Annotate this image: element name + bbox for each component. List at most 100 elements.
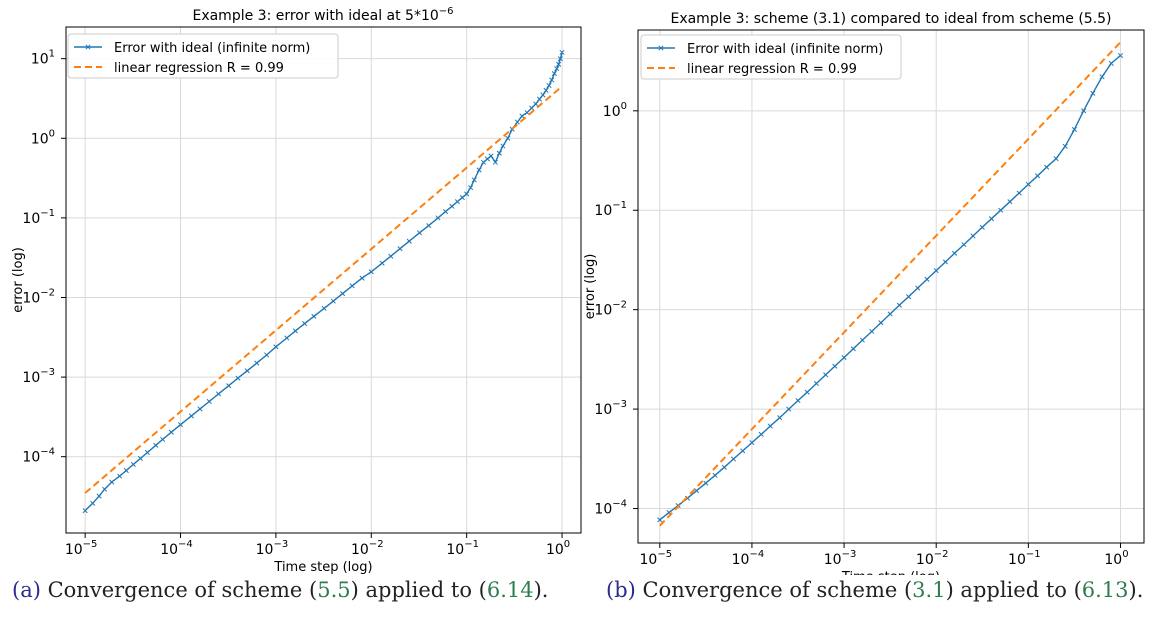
error-point-marker: [951, 250, 958, 256]
x-axis-label: Time step (log): [841, 570, 940, 575]
error-point-marker: [397, 246, 403, 252]
caption-a-ref-2[interactable]: 6.14: [486, 578, 534, 602]
x-tick-exponent: −3: [273, 539, 288, 550]
chart-title-text: Example 3: scheme (3.1) compared to idea…: [670, 11, 1111, 27]
error-point-marker: [887, 311, 893, 317]
x-tick-base: 10: [160, 542, 178, 558]
error-point-marker: [933, 268, 939, 274]
error-point-marker: [554, 66, 560, 72]
x-tick-label: 100: [1104, 549, 1128, 568]
error-point-marker: [197, 406, 203, 412]
error-point-marker: [388, 253, 394, 259]
error-point-marker: [90, 500, 96, 506]
x-tick-exponent: −1: [1026, 549, 1041, 560]
chart-b: 10−5 10−4 10−3 10−2 10−1 10010−410−310−210−11…: [583, 11, 1145, 575]
x-axis-label: Time step (log): [273, 560, 372, 575]
error-point-marker: [442, 209, 449, 215]
legend-marker-error: [85, 44, 91, 50]
y-tick-base: 10: [22, 370, 40, 386]
x-tick-exponent: −3: [842, 549, 857, 560]
error-point-marker: [777, 415, 783, 421]
caption-a: (a) Convergence of scheme (5.5) applied …: [12, 578, 548, 602]
error-point-marker: [459, 195, 465, 201]
caption-a-text-1: Convergence of scheme (: [47, 578, 318, 602]
error-point-marker: [177, 422, 184, 428]
error-point-marker: [533, 101, 539, 107]
x-tick-label: 10−4: [160, 539, 193, 558]
chart-title-text: Example 3: error with ideal at 5*10: [192, 8, 438, 24]
error-point-marker: [1053, 156, 1059, 162]
plot-frame: [65, 26, 582, 534]
caption-b-ref-1[interactable]: 3.1: [912, 578, 946, 602]
chart-a: 10−5 10−4 10−3 10−2 10−1 10010−410−310−210−11…: [11, 6, 582, 575]
chart-title: Example 3: error with ideal at 5*10−6: [192, 6, 453, 24]
error-point-marker: [144, 449, 150, 456]
error-point-marker: [869, 328, 875, 334]
regression-line: [659, 41, 1122, 527]
x-tick-label: 10−1: [1008, 549, 1041, 568]
x-tick-label: 10−1: [446, 539, 479, 558]
x-tick-base: 10: [1104, 552, 1122, 568]
x-tick-exponent: −1: [464, 539, 479, 550]
error-point-marker: [712, 472, 718, 478]
caption-b-label: (b): [606, 578, 636, 602]
y-tick-label: 10−3: [22, 367, 55, 386]
x-tick-exponent: −4: [749, 549, 764, 560]
error-point-marker: [1099, 74, 1105, 80]
error-point-marker: [102, 486, 108, 492]
error-point-marker: [160, 436, 166, 442]
x-tick-base: 10: [256, 542, 274, 558]
error-point-marker: [153, 442, 159, 448]
y-axis-label: error (log): [583, 254, 598, 320]
error-point-marker: [657, 517, 663, 523]
error-point-marker: [416, 230, 423, 236]
error-point-marker: [1090, 90, 1096, 96]
caption-a-text-3: ).: [533, 578, 549, 602]
x-tick-exponent: −4: [178, 539, 193, 550]
error-point-marker: [264, 352, 270, 358]
y-tick-exponent: −2: [40, 287, 55, 298]
error-point-marker: [703, 480, 709, 486]
error-point-marker: [549, 77, 555, 83]
caption-b-text-3: ).: [1128, 578, 1144, 602]
regression-line: [84, 85, 563, 494]
error-point-marker: [137, 455, 143, 462]
error-point-marker: [273, 344, 279, 350]
caption-a-ref-1[interactable]: 5.5: [317, 578, 351, 602]
y-tick-exponent: −3: [40, 367, 55, 378]
error-point-marker: [905, 294, 912, 300]
y-tick-label: 10−2: [594, 300, 627, 319]
error-point-marker: [109, 479, 115, 485]
x-tick-base: 10: [1008, 552, 1026, 568]
chart-title: Example 3: scheme (3.1) compared to idea…: [670, 11, 1111, 27]
error-point-marker: [349, 283, 355, 289]
y-tick-base: 10: [594, 402, 612, 418]
x-tick-label: 10−4: [732, 549, 765, 568]
error-point-marker: [488, 153, 494, 159]
y-tick-base: 10: [31, 52, 49, 68]
error-point-marker: [988, 216, 995, 222]
error-point-marker: [496, 150, 502, 156]
error-point-marker: [529, 105, 535, 111]
y-tick-exponent: 0: [621, 101, 627, 112]
y-tick-label: 10−3: [594, 399, 627, 418]
caption-b-ref-2[interactable]: 6.13: [1081, 578, 1129, 602]
y-axis-label: error (log): [11, 247, 26, 313]
error-point-marker: [96, 493, 102, 499]
error-point-marker: [1035, 173, 1041, 179]
chart-title-superscript: −6: [439, 6, 454, 17]
error-point-marker: [823, 372, 829, 378]
error-point-marker: [505, 135, 511, 141]
y-tick-label: 100: [31, 128, 55, 147]
error-point-marker: [813, 380, 819, 387]
error-point-marker: [543, 87, 549, 93]
error-series-line: [659, 54, 1121, 521]
legend: Error with ideal (infinite norm) linear …: [67, 33, 339, 79]
error-point-marker: [471, 177, 477, 183]
caption-b-text-2: ) applied to (: [945, 578, 1082, 602]
y-tick-exponent: −1: [40, 208, 55, 219]
plot-frame: [637, 29, 1145, 544]
error-point-marker: [130, 461, 136, 467]
x-tick-label: 10−5: [640, 549, 673, 568]
x-tick-label: 10−5: [65, 539, 98, 558]
